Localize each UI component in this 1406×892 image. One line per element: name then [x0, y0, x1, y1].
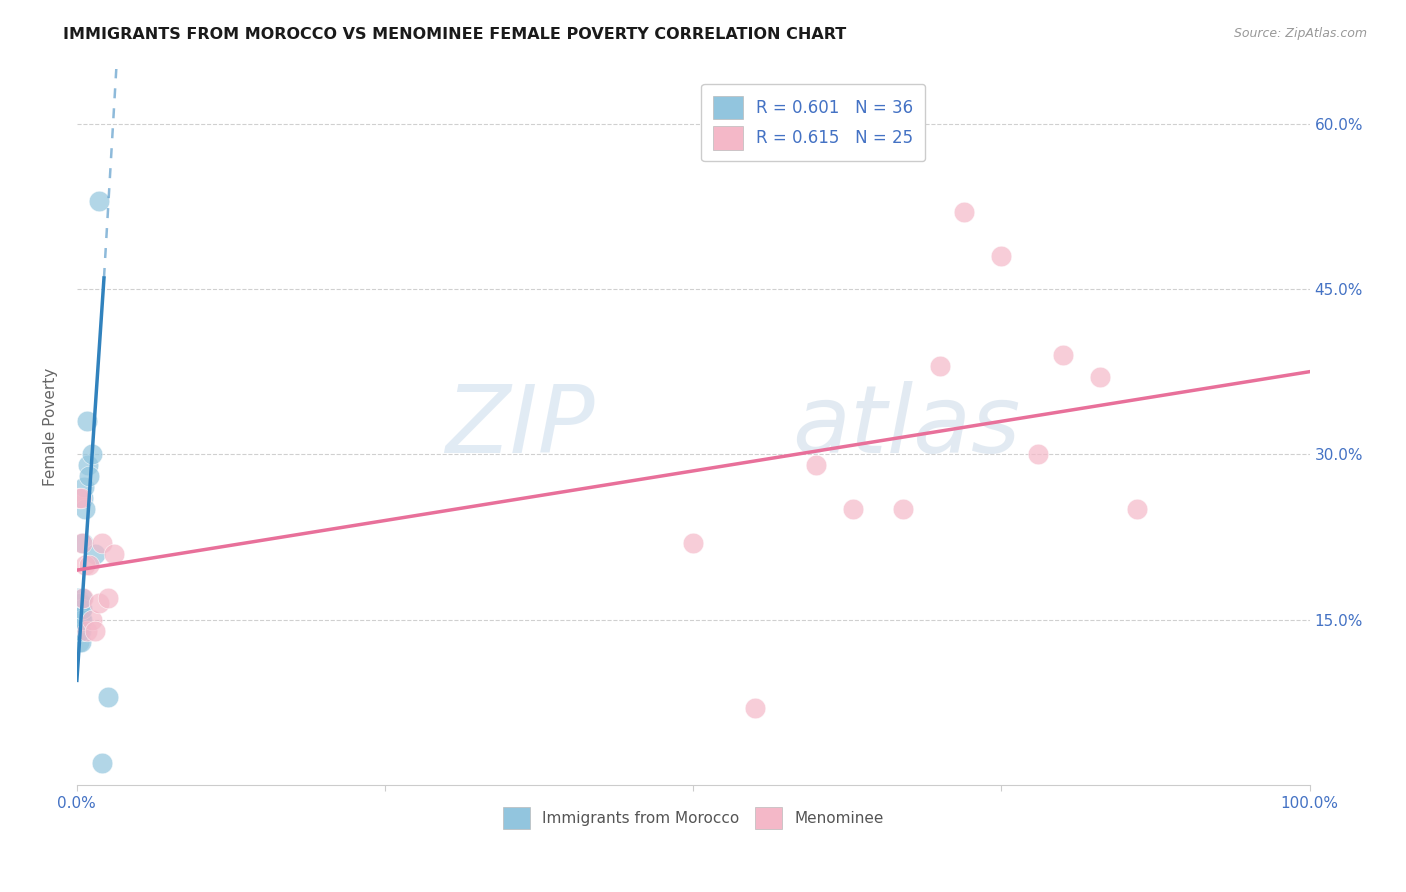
Point	[75, 502, 97, 516]
Point	[69, 607, 91, 622]
Point	[66, 601, 89, 615]
Point	[73, 480, 96, 494]
Point	[70, 535, 93, 549]
Point	[67, 607, 90, 622]
Point	[1088, 370, 1111, 384]
Point	[72, 591, 94, 605]
Point	[953, 204, 976, 219]
Point	[69, 624, 91, 638]
Point	[67, 607, 90, 622]
Point	[90, 535, 112, 549]
Point	[806, 458, 828, 473]
Point	[67, 624, 90, 638]
Point	[69, 491, 91, 506]
Point	[1126, 502, 1149, 516]
Point	[682, 535, 704, 549]
Point	[76, 624, 98, 638]
Point	[67, 591, 90, 605]
Point	[67, 624, 90, 638]
Y-axis label: Female Poverty: Female Poverty	[44, 368, 58, 486]
Point	[80, 613, 103, 627]
Point	[70, 591, 93, 605]
Point	[70, 613, 93, 627]
Point	[69, 624, 91, 638]
Point	[67, 613, 90, 627]
Point	[77, 458, 100, 473]
Point	[67, 607, 90, 622]
Point	[70, 601, 93, 615]
Point	[97, 591, 120, 605]
Point	[77, 469, 100, 483]
Point	[67, 601, 90, 615]
Point	[84, 624, 107, 638]
Point	[72, 491, 94, 506]
Point	[87, 596, 110, 610]
Text: IMMIGRANTS FROM MOROCCO VS MENOMINEE FEMALE POVERTY CORRELATION CHART: IMMIGRANTS FROM MOROCCO VS MENOMINEE FEM…	[63, 27, 846, 42]
Point	[87, 194, 110, 208]
Point	[69, 601, 91, 615]
Point	[891, 502, 914, 516]
Point	[77, 558, 100, 572]
Point	[928, 359, 950, 374]
Point	[66, 624, 89, 638]
Point	[842, 502, 865, 516]
Point	[1052, 348, 1074, 362]
Point	[67, 601, 90, 615]
Point	[76, 414, 98, 428]
Point	[990, 249, 1012, 263]
Point	[67, 613, 90, 627]
Text: ZIP: ZIP	[444, 381, 595, 472]
Point	[84, 547, 107, 561]
Point	[80, 447, 103, 461]
Point	[97, 690, 120, 704]
Point	[744, 701, 766, 715]
Point	[67, 596, 90, 610]
Point	[103, 547, 125, 561]
Text: Source: ZipAtlas.com: Source: ZipAtlas.com	[1233, 27, 1367, 40]
Point	[72, 535, 94, 549]
Point	[67, 491, 90, 506]
Point	[69, 613, 91, 627]
Point	[75, 558, 97, 572]
Point	[67, 634, 90, 648]
Point	[69, 596, 91, 610]
Point	[1028, 447, 1050, 461]
Legend: Immigrants from Morocco, Menominee: Immigrants from Morocco, Menominee	[496, 801, 890, 835]
Text: atlas: atlas	[792, 381, 1021, 472]
Point	[90, 756, 112, 770]
Point	[69, 634, 91, 648]
